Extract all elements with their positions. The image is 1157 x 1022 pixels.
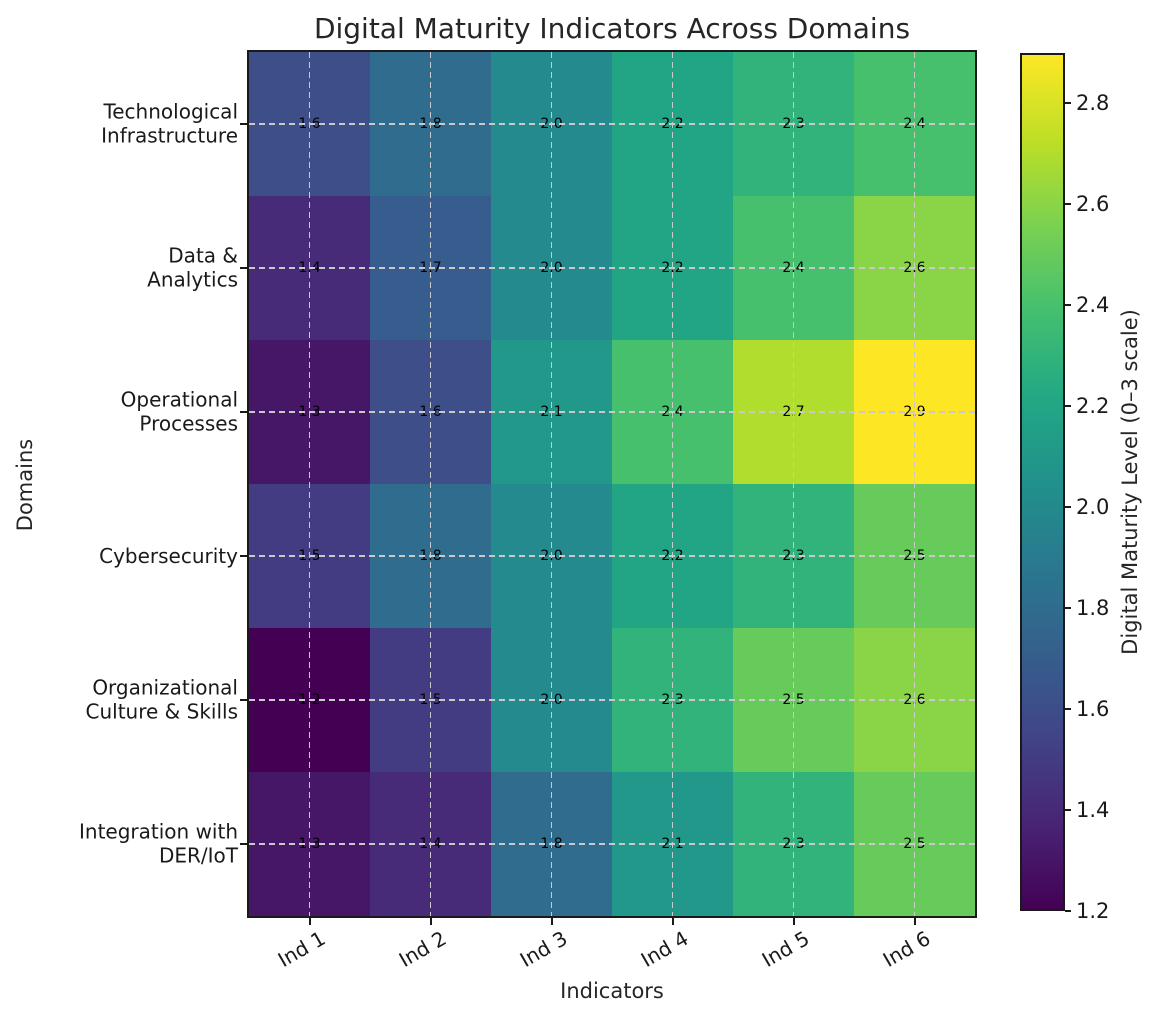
gridline-horizontal bbox=[249, 699, 975, 701]
colorbar-tick-label: 2.4 bbox=[1076, 293, 1110, 318]
y-axis-tick bbox=[240, 843, 247, 845]
colorbar-tick-label: 2.2 bbox=[1076, 394, 1110, 419]
gridline-vertical bbox=[308, 52, 311, 916]
heatmap-plot-area: 1.61.82.02.22.32.41.41.72.02.22.42.61.31… bbox=[247, 50, 977, 918]
y-tick-label: Organizational Culture & Skills bbox=[85, 675, 238, 724]
y-tick-label: Cybersecurity bbox=[99, 543, 238, 568]
colorbar-tick-label: 2.6 bbox=[1076, 192, 1110, 217]
gridline-horizontal bbox=[249, 411, 975, 413]
colorbar bbox=[1020, 53, 1065, 911]
colorbar-tick bbox=[1065, 304, 1071, 307]
x-tick-label: Ind 4 bbox=[636, 926, 693, 972]
gridline-horizontal bbox=[249, 123, 975, 125]
y-tick-label: Data & Analytics bbox=[147, 243, 238, 292]
colorbar-tick bbox=[1065, 203, 1071, 206]
colorbar-tick bbox=[1065, 102, 1071, 105]
x-tick-label: Ind 1 bbox=[273, 926, 330, 972]
x-axis-tick bbox=[550, 918, 553, 925]
x-axis-tick bbox=[792, 918, 795, 925]
chart-title: Digital Maturity Indicators Across Domai… bbox=[313, 12, 911, 45]
x-axis-title: Indicators bbox=[560, 979, 664, 1003]
y-axis-tick bbox=[240, 411, 247, 413]
x-axis-tick bbox=[429, 918, 432, 925]
y-tick-label: Integration with DER/IoT bbox=[79, 819, 238, 868]
x-tick-label: Ind 5 bbox=[757, 926, 814, 972]
colorbar-tick bbox=[1065, 607, 1071, 610]
y-axis-tick bbox=[240, 267, 247, 269]
x-axis-tick bbox=[913, 918, 916, 925]
colorbar-tick bbox=[1065, 708, 1071, 711]
gridline-vertical bbox=[913, 52, 916, 916]
y-axis-tick bbox=[240, 123, 247, 125]
colorbar-tick-label: 1.4 bbox=[1076, 798, 1110, 823]
colorbar-tick bbox=[1065, 405, 1071, 408]
y-axis-tick bbox=[240, 555, 247, 557]
gridline-vertical bbox=[792, 52, 795, 916]
gridline-vertical bbox=[550, 52, 553, 916]
colorbar-tick-label: 1.2 bbox=[1076, 899, 1110, 923]
gridline-vertical bbox=[671, 52, 674, 916]
y-axis-tick bbox=[240, 699, 247, 701]
gridline-horizontal bbox=[249, 843, 975, 845]
x-axis-tick bbox=[671, 918, 674, 925]
colorbar-tick bbox=[1065, 506, 1071, 509]
x-tick-label: Ind 2 bbox=[394, 926, 451, 972]
gridline-horizontal bbox=[249, 267, 975, 269]
y-tick-label: Operational Processes bbox=[120, 387, 238, 436]
gridline-horizontal bbox=[249, 555, 975, 557]
colorbar-tick-label: 2.0 bbox=[1076, 495, 1110, 520]
colorbar-tick-label: 1.8 bbox=[1076, 596, 1110, 621]
colorbar-title: Digital Maturity Level (0–3 scale) bbox=[1118, 309, 1142, 655]
x-tick-label: Ind 6 bbox=[878, 926, 935, 972]
colorbar-tick bbox=[1065, 809, 1071, 812]
x-tick-label: Ind 3 bbox=[515, 926, 572, 972]
gridline-vertical bbox=[429, 52, 432, 916]
y-tick-label: Technological Infrastructure bbox=[101, 99, 238, 148]
colorbar-tick bbox=[1065, 910, 1071, 912]
colorbar-tick-label: 2.8 bbox=[1076, 91, 1110, 116]
colorbar-tick-label: 1.6 bbox=[1076, 697, 1110, 722]
x-axis-tick bbox=[308, 918, 311, 925]
